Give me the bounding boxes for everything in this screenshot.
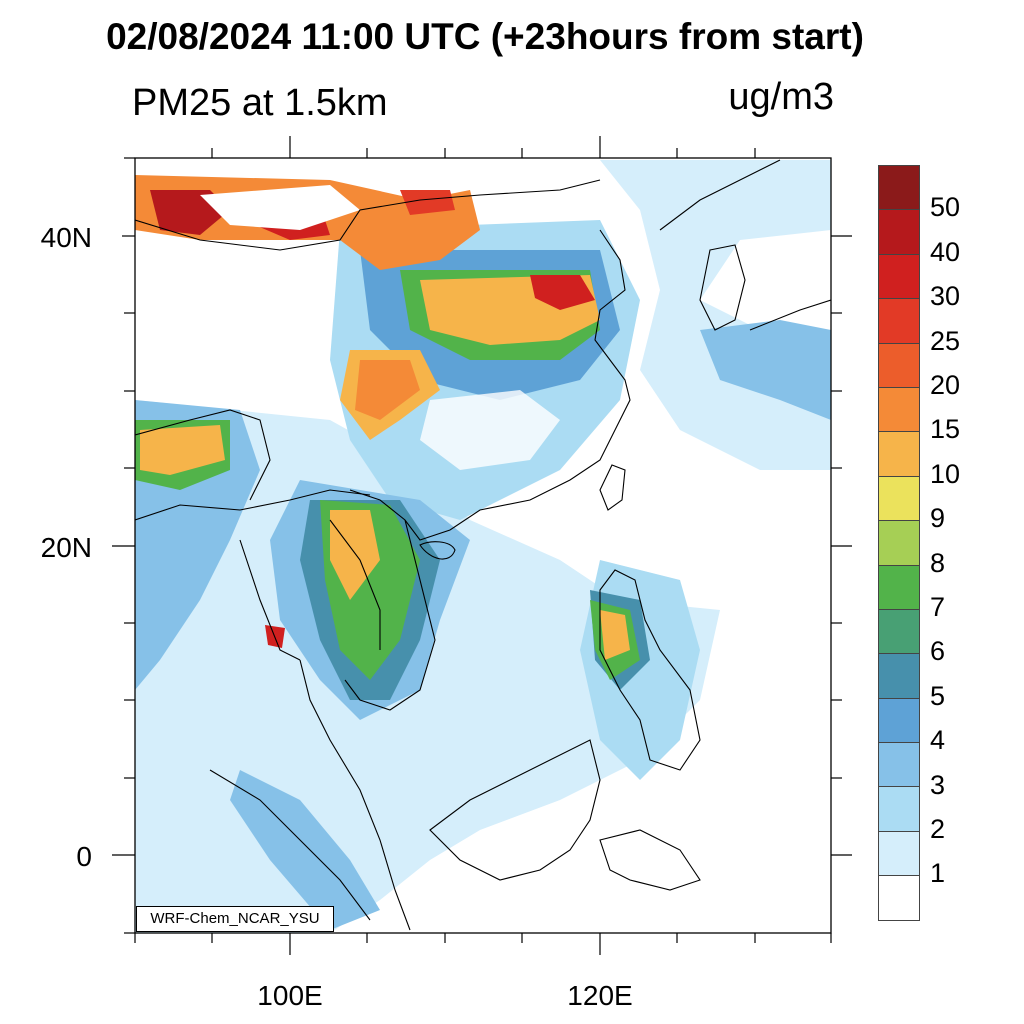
lat-label-40n: 40N xyxy=(40,222,92,253)
legend-swatch xyxy=(878,476,920,522)
legend-swatch xyxy=(878,254,920,300)
legend-swatch xyxy=(878,831,920,877)
legend-swatch xyxy=(878,743,920,788)
legend-swatch xyxy=(878,343,920,388)
units-label: ug/m3 xyxy=(728,76,834,118)
legend-swatch xyxy=(878,654,920,699)
legend-swatch xyxy=(878,165,920,211)
legend-label: 8 xyxy=(930,547,946,578)
lon-label-120e: 120E xyxy=(567,980,633,1011)
legend-swatch xyxy=(878,876,920,921)
legend-swatch xyxy=(878,565,920,610)
legend-swatch xyxy=(878,299,920,344)
lat-label-0: 0 xyxy=(76,841,92,872)
legend-label: 2 xyxy=(930,814,946,844)
legend-label: 4 xyxy=(930,725,946,756)
coastlines xyxy=(135,159,831,931)
model-credit: WRF-Chem_NCAR_YSU xyxy=(136,906,334,932)
legend-label: 20 xyxy=(930,370,961,400)
legend-swatch xyxy=(878,210,920,255)
legend-label: 25 xyxy=(930,325,961,356)
legend-swatch xyxy=(878,609,920,655)
legend-label: 50 xyxy=(930,192,961,223)
legend-label: 10 xyxy=(930,458,961,489)
legend-label: 40 xyxy=(930,236,961,267)
legend-swatch xyxy=(878,698,920,744)
legend-label: 30 xyxy=(930,281,961,312)
legend-swatch xyxy=(878,387,920,433)
legend-label: 7 xyxy=(930,592,946,622)
legend-swatch xyxy=(878,432,920,477)
concentration-field xyxy=(135,158,831,933)
plot-title: 02/08/2024 11:00 UTC (+23hours from star… xyxy=(106,16,864,57)
legend-label: 5 xyxy=(930,680,946,711)
legend-swatch xyxy=(878,787,920,832)
lat-label-20n: 20N xyxy=(40,532,92,563)
axis-ticks xyxy=(112,136,852,955)
color-legend xyxy=(878,165,920,921)
legend-label: 9 xyxy=(930,503,946,534)
legend-swatch xyxy=(878,521,920,566)
legend-label: 3 xyxy=(930,769,946,800)
legend-label: 6 xyxy=(930,636,946,667)
variable-label: PM25 at 1.5km xyxy=(132,82,388,124)
lon-label-100e: 100E xyxy=(257,980,323,1011)
legend-label: 1 xyxy=(930,858,946,889)
legend-label: 15 xyxy=(930,414,961,445)
